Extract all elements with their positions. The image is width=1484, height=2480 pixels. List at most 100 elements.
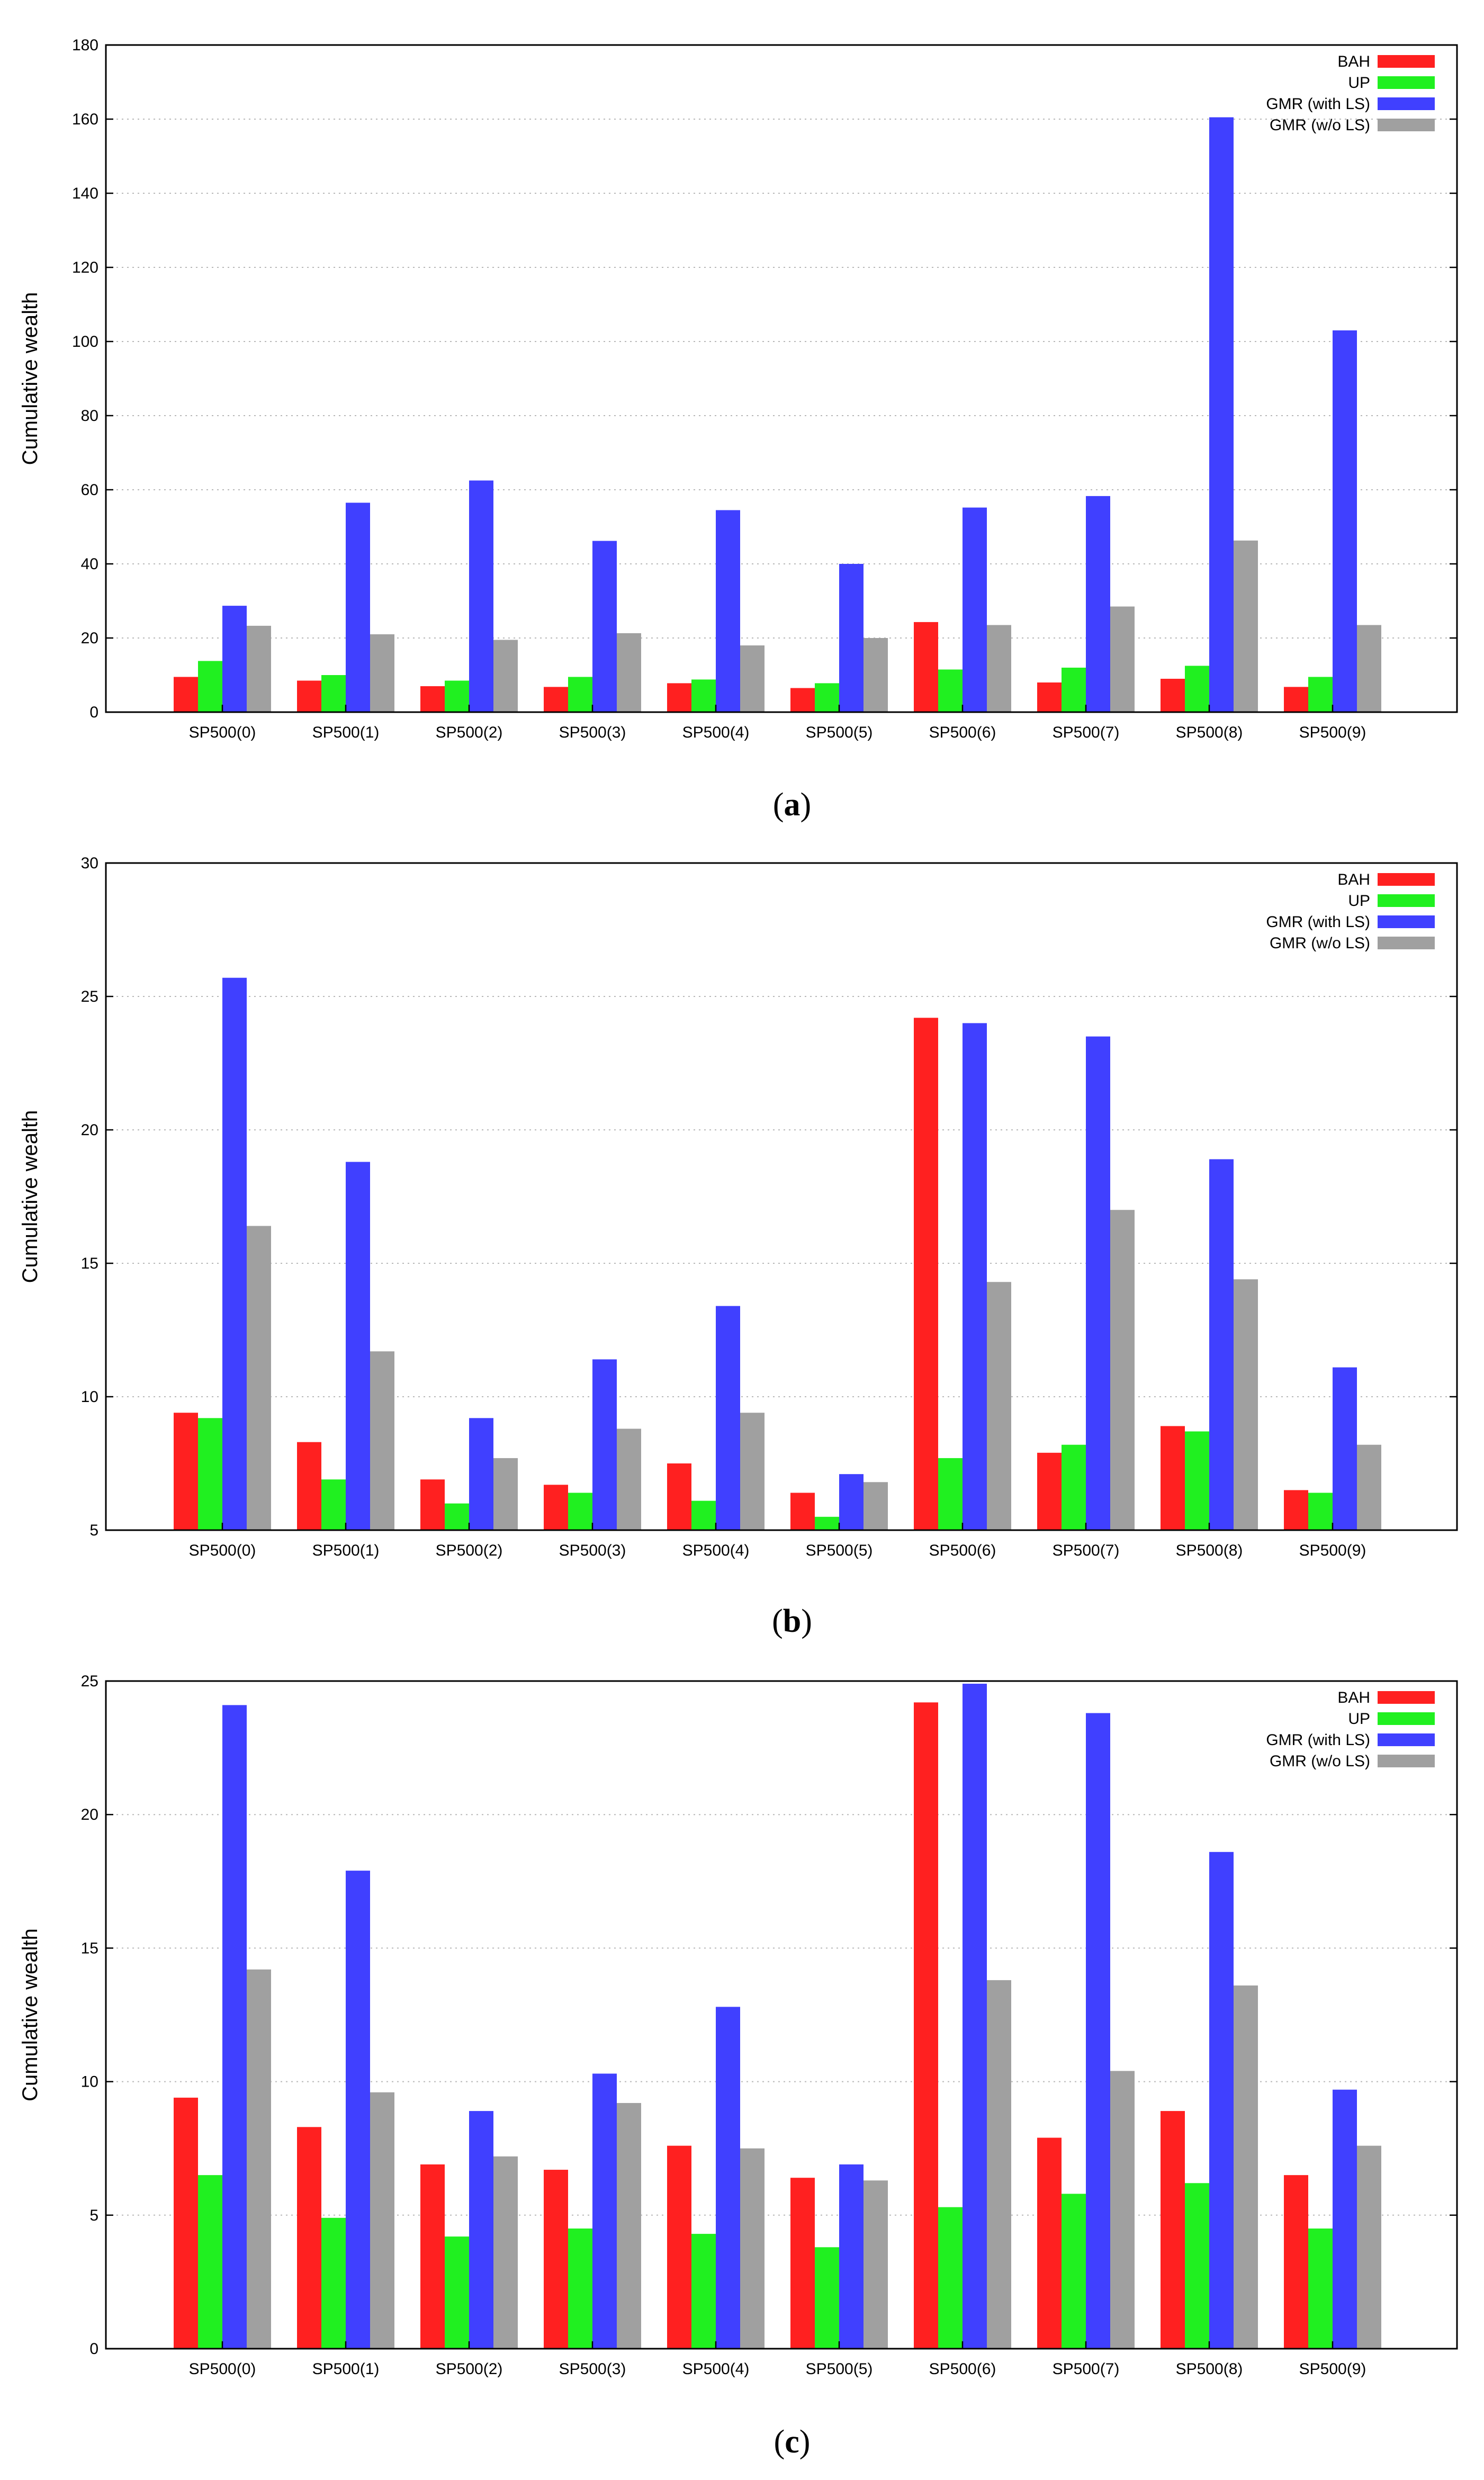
bar-gmr-with-ls-0 — [222, 1705, 247, 2349]
bar-gmr-with-ls-8 — [1209, 1852, 1234, 2349]
y-tick-label: 160 — [72, 111, 98, 128]
bar-up-7 — [1062, 668, 1086, 712]
x-tick-label: SP500(2) — [436, 1542, 503, 1559]
bar-gmr-w-o-ls-7 — [1110, 606, 1135, 712]
bar-up-1 — [321, 2217, 346, 2349]
bar-gmr-with-ls-2 — [469, 1418, 493, 1530]
bar-up-8 — [1185, 1431, 1209, 1530]
y-axis-label: Cumulative wealth — [19, 1928, 42, 2101]
bar-gmr-with-ls-5 — [839, 2164, 864, 2349]
bar-gmr-w-o-ls-5 — [864, 1482, 888, 1530]
bar-bah-1 — [297, 1442, 321, 1530]
bar-gmr-with-ls-1 — [346, 502, 370, 712]
bar-gmr-with-ls-4 — [716, 2007, 740, 2349]
legend-label: GMR (w/o LS) — [1270, 1753, 1370, 1770]
caption-letter: a — [784, 787, 801, 823]
y-tick-label: 20 — [81, 630, 98, 647]
caption-close: ) — [799, 2424, 811, 2460]
plot-frame — [105, 862, 1458, 1531]
legend-label: GMR (with LS) — [1266, 95, 1370, 113]
bar-gmr-w-o-ls-3 — [617, 2102, 641, 2349]
bar-up-4 — [691, 1500, 716, 1530]
legend-label: GMR (with LS) — [1266, 913, 1370, 931]
bar-gmr-w-o-ls-7 — [1110, 2071, 1135, 2349]
caption-letter: b — [783, 1603, 801, 1639]
bar-bah-9 — [1284, 2175, 1308, 2349]
bar-bah-5 — [790, 1493, 815, 1530]
y-tick-label: 40 — [81, 555, 98, 573]
bar-gmr-with-ls-3 — [592, 541, 617, 712]
caption-open: ( — [772, 1603, 783, 1639]
bar-bah-6 — [914, 622, 938, 712]
bar-gmr-with-ls-9 — [1333, 2089, 1357, 2349]
bar-gmr-with-ls-1 — [346, 1871, 370, 2349]
y-tick-label: 30 — [81, 855, 98, 872]
bar-gmr-w-o-ls-3 — [617, 1428, 641, 1530]
bar-gmr-with-ls-3 — [592, 1359, 617, 1530]
chart-c: 0 5 10 15 20 25 Cumulative wealth SP500(0) SP500… — [19, 1673, 1458, 2460]
x-tick-label: SP500(9) — [1299, 2360, 1366, 2378]
bar-gmr-with-ls-8 — [1209, 1159, 1234, 1530]
bar-up-9 — [1308, 1493, 1333, 1530]
caption-letter: c — [785, 2424, 799, 2460]
bar-gmr-with-ls-8 — [1209, 117, 1234, 712]
bar-up-0 — [198, 661, 222, 712]
bar-gmr-w-o-ls-6 — [987, 625, 1011, 712]
bar-up-2 — [445, 2236, 469, 2349]
legend-swatch — [1378, 873, 1435, 886]
bar-gmr-with-ls-6 — [963, 1684, 987, 2349]
x-tick-label: SP500(7) — [1053, 724, 1120, 741]
bar-gmr-with-ls-4 — [716, 1306, 740, 1530]
bar-up-1 — [321, 1479, 346, 1530]
y-axis-label: Cumulative wealth — [19, 1110, 42, 1283]
bar-gmr-with-ls-9 — [1333, 330, 1357, 712]
bar-bah-0 — [174, 677, 198, 712]
bar-gmr-with-ls-7 — [1086, 496, 1110, 712]
bar-gmr-w-o-ls-8 — [1234, 540, 1258, 712]
legend-label: UP — [1348, 1710, 1370, 1728]
chart-b: 5 10 15 20 25 30 Cumulative wealth SP500(0) SP50… — [19, 855, 1458, 1639]
plot-frame — [105, 1680, 1458, 2350]
x-tick-label: SP500(8) — [1176, 724, 1243, 741]
bar-gmr-w-o-ls-5 — [864, 638, 888, 712]
bar-gmr-w-o-ls-1 — [370, 1351, 394, 1530]
plot-frame — [105, 44, 1458, 713]
bar-up-0 — [198, 2175, 222, 2349]
bar-bah-7 — [1037, 2137, 1062, 2349]
bar-gmr-w-o-ls-3 — [617, 633, 641, 712]
y-tick-label: 15 — [81, 1939, 98, 1957]
bar-bah-3 — [544, 2170, 568, 2349]
bar-bah-8 — [1161, 679, 1185, 712]
legend-swatch — [1378, 55, 1435, 68]
bar-up-2 — [445, 1503, 469, 1530]
legend-swatch — [1378, 76, 1435, 89]
bar-up-3 — [568, 2229, 592, 2349]
bar-gmr-w-o-ls-9 — [1357, 2145, 1381, 2349]
bar-gmr-with-ls-1 — [346, 1162, 370, 1530]
bar-gmr-w-o-ls-8 — [1234, 1279, 1258, 1530]
bar-up-7 — [1062, 1444, 1086, 1530]
bar-bah-0 — [174, 2097, 198, 2349]
bar-bah-4 — [667, 683, 691, 712]
bar-gmr-w-o-ls-6 — [987, 1282, 1011, 1530]
legend-label: UP — [1348, 892, 1370, 910]
bar-gmr-with-ls-7 — [1086, 1713, 1110, 2349]
bar-up-9 — [1308, 677, 1333, 712]
panel-caption: (a) — [773, 787, 811, 823]
bar-gmr-w-o-ls-2 — [493, 1458, 518, 1530]
bar-up-6 — [938, 2207, 963, 2349]
bar-up-7 — [1062, 2194, 1086, 2349]
bar-bah-9 — [1284, 687, 1308, 712]
x-tick-label: SP500(9) — [1299, 1542, 1366, 1559]
y-tick-label: 100 — [72, 333, 98, 351]
bar-gmr-w-o-ls-7 — [1110, 1210, 1135, 1530]
bar-bah-3 — [544, 1485, 568, 1530]
legend-swatch — [1378, 915, 1435, 928]
x-tick-label: SP500(4) — [682, 2360, 750, 2378]
legend-label: BAH — [1337, 1689, 1370, 1706]
bar-gmr-with-ls-5 — [839, 1474, 864, 1530]
legend-swatch — [1378, 1733, 1435, 1746]
y-tick-label: 80 — [81, 407, 98, 425]
x-tick-label: SP500(4) — [682, 724, 750, 741]
x-tick-label: SP500(2) — [436, 2360, 503, 2378]
